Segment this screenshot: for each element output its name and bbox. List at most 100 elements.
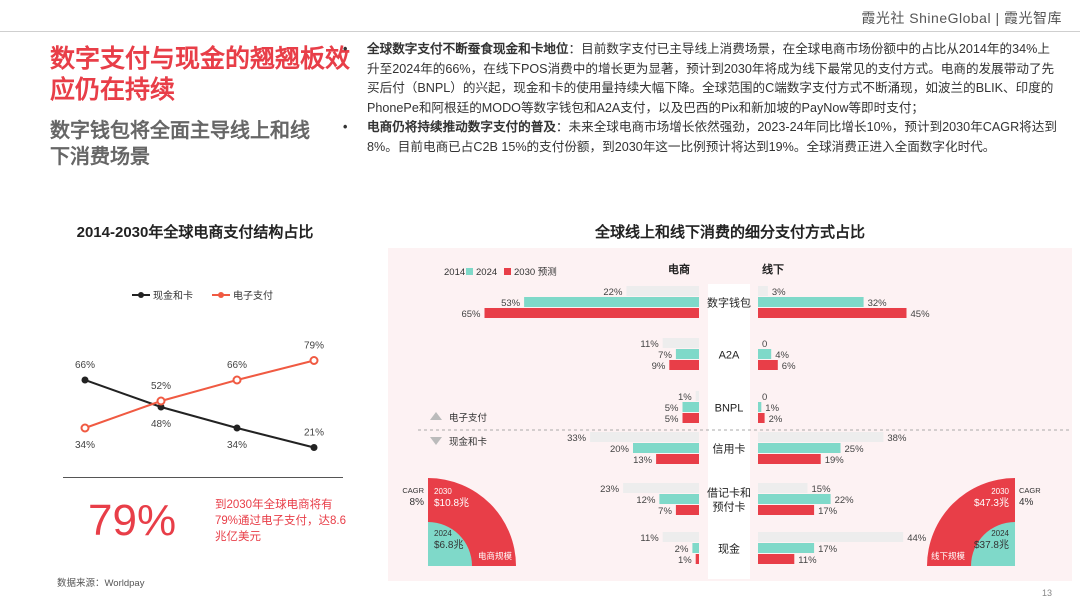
pie-year-2024: 2024 [434,529,452,538]
bar-ecommerce-2014 [623,483,699,493]
series-line [84,359,315,429]
bar-offline-2014 [758,532,904,542]
value-label: 11% [640,339,659,350]
value-label: 11% [798,555,817,566]
page-subtitle: 数字钱包将全面主导线上和线下消费场景 [50,120,310,168]
data-label: 48% [151,419,171,430]
value-label: 5% [665,414,679,425]
category-label: 预付卡 [713,501,746,514]
value-label: 1% [765,403,779,414]
pie-value-2030: $47.3兆 [974,497,1009,509]
bar-ecommerce-2030 [669,360,699,370]
category-label: 数字钱包 [707,296,751,310]
value-label: 6% [782,361,796,372]
bar-offline-2030 [758,308,907,318]
panel-header-ecommerce: 电商 [668,262,690,276]
legend-swatch-marker [218,292,224,298]
value-label: 7% [658,506,672,517]
pie-year-2030: 2030 [434,487,452,496]
value-label: 7% [658,350,672,361]
value-label: 17% [818,544,838,555]
panel-header-offline: 线下 [762,262,784,276]
brand-header: 霞光社 ShineGlobal | 霞光智库 [861,10,1062,26]
legend-label: 2030 预测 [514,267,557,278]
bar-ecommerce-2030 [656,454,699,464]
cagr-label: CAGR [1019,486,1041,495]
page-number: 13 [1041,588,1052,598]
bar-offline-2014 [758,286,768,296]
category-label: A2A [719,350,740,362]
data-label: 34% [75,440,95,451]
legend-swatch-marker [138,292,144,298]
bar-offline-2024 [758,297,864,307]
category-label: 现金 [718,542,740,556]
data-point [156,396,166,406]
value-label: 4% [775,350,789,361]
highlight-description: 到2030年全球电商将有79%通过电子支付，达8.6兆亿美元 [215,499,347,543]
value-label: 11% [640,533,659,544]
right-chart-title: 全球线上和线下消费的细分支付方式占比 [594,224,865,241]
data-label: 66% [227,360,247,371]
legend-swatch [466,268,473,275]
bar-ecommerce-2024 [682,402,699,412]
bullet-text: ：未来全球电商市场增长依然强劲，2023-24年同比增长10%，预计到2030年… [367,120,1057,154]
bar-ecommerce-2024 [675,349,699,359]
legend-label: 现金和卡 [153,289,193,302]
divider [63,477,343,478]
bar-ecommerce-2014 [590,432,699,442]
bar-offline-2030 [758,505,815,515]
group-label-cash: 现金和卡 [449,436,488,448]
bar-ecommerce-2024 [692,543,699,553]
data-point [157,403,165,411]
value-label: 65% [461,309,481,320]
bar-ecommerce-2024 [659,494,699,504]
category-label: 信用卡 [713,443,746,456]
line-chart: 现金和卡 电子支付 66% 48% 34% 21% 34% 52% 66% 79% [75,289,324,451]
data-label: 79% [304,341,324,352]
down-arrow-icon [430,437,442,445]
left-chart-title: 2014-2030年全球电商支付结构占比 [76,224,314,241]
bar-offline-2024 [758,402,762,412]
data-label: 34% [227,440,247,451]
value-label: 9% [652,361,666,372]
bar-offline-2030 [758,360,778,370]
up-arrow-icon [430,412,442,420]
value-label: 0 [762,392,767,403]
value-label: 5% [665,403,679,414]
value-label: 19% [825,455,845,466]
bar-ecommerce-2014 [662,532,699,542]
bar-ecommerce-2014 [662,338,699,348]
bar-ecommerce-2024 [524,297,699,307]
data-source: 数据来源：Worldpay [57,578,145,589]
legend-label: 2024 [476,267,497,278]
bullet-bold: 电商仍将持续推动数字支付的普及 [367,120,556,135]
value-label: 45% [911,309,931,320]
cagr-value: 4% [1019,497,1034,508]
bar-ecommerce-2014 [626,286,699,296]
bar-offline-2030 [758,454,821,464]
value-label: 1% [678,392,692,403]
bar-offline-2030 [758,554,795,564]
data-point [80,423,90,433]
bar-offline-2024 [758,349,772,359]
series-line [84,379,315,449]
bullet-item: 全球数字支付不断蚕食现金和卡地位：目前数字支付已主导线上消费场景，在全球电商市场… [343,40,1058,118]
value-label: 38% [887,433,907,444]
top-divider [0,31,1080,32]
value-label: 22% [835,495,855,506]
value-label: 20% [610,444,630,455]
value-label: 32% [868,298,888,309]
bar-offline-2014 [758,483,808,493]
data-label: 21% [304,428,324,439]
value-label: 1% [678,555,692,566]
pie-value-2024: $37.8兆 [974,539,1009,551]
value-label: 22% [603,287,623,298]
data-point [233,424,241,432]
bar-ecommerce-2030 [484,308,699,318]
bar-ecommerce-2030 [682,413,699,423]
bar-offline-2024 [758,494,831,504]
value-label: 15% [812,484,832,495]
bar-offline-2024 [758,543,815,553]
value-label: 53% [501,298,521,309]
bar-offline-2030 [758,413,765,423]
